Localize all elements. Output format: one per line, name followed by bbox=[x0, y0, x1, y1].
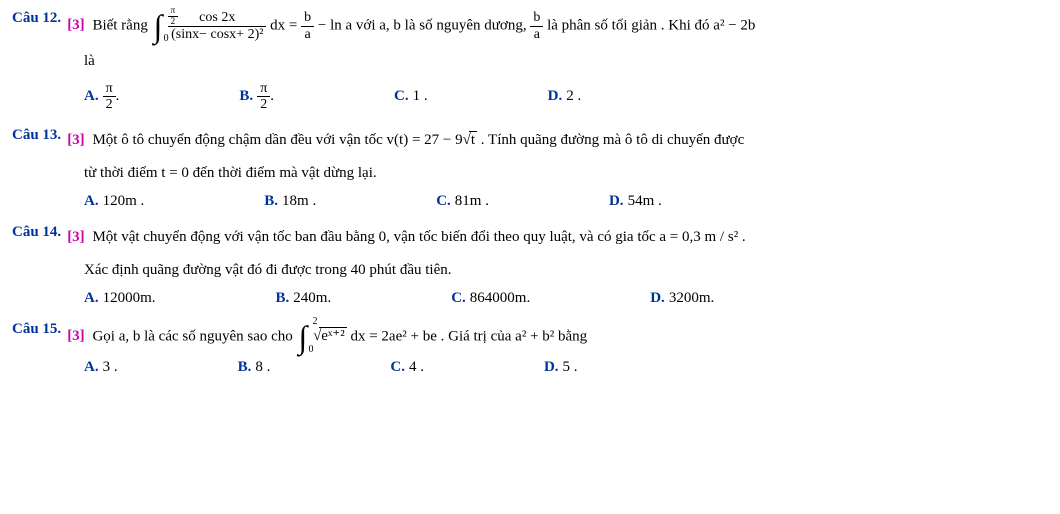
q12-level: [3] bbox=[67, 17, 85, 33]
integral-icon: ∫ 2 0 bbox=[299, 321, 308, 353]
q12-pre: Biết rằng bbox=[92, 17, 151, 33]
q13-text-b: . Tính quãng đường mà ô tô di chuyển đượ… bbox=[477, 132, 744, 148]
question-12: Câu 12. [3] Biết rằng ∫ π 2 0 cos 2x (si… bbox=[12, 10, 1048, 113]
q15-pre: Gọi a, b là các số nguyên sao cho bbox=[92, 328, 296, 344]
integral-icon: ∫ π 2 0 bbox=[154, 10, 163, 42]
q12-choice-b[interactable]: B. π 2 . bbox=[239, 81, 274, 113]
q12-label: Câu 12. bbox=[12, 10, 61, 27]
q14-choice-a[interactable]: A.12000m. bbox=[84, 290, 156, 307]
q13-choice-c[interactable]: C.81m . bbox=[436, 193, 489, 210]
q15-post1: dx = 2ae² + be . Giá trị của a² + b² bằn… bbox=[350, 328, 587, 344]
q14-choice-d[interactable]: D.3200m. bbox=[650, 290, 714, 307]
q12-int-lower: 0 bbox=[164, 34, 169, 44]
q13-choice-b[interactable]: B.18m . bbox=[264, 193, 316, 210]
q12-choice-d[interactable]: D. 2 . bbox=[548, 81, 582, 113]
q14-body: [3] Một vật chuyển động với vận tốc ban … bbox=[67, 224, 1048, 251]
q12-body: [3] Biết rằng ∫ π 2 0 cos 2x (sinx− cosx… bbox=[67, 10, 1048, 42]
q12-choice-c[interactable]: C. 1 . bbox=[394, 81, 428, 113]
q13-text-a: Một ô tô chuyển động chậm dần đều với vậ… bbox=[92, 132, 462, 148]
q13-header: Câu 13. [3] Một ô tô chuyển động chậm dầ… bbox=[12, 127, 1048, 154]
q13-choices: A.120m . B.18m . C.81m . D.54m . bbox=[84, 193, 1048, 210]
q15-label: Câu 15. bbox=[12, 321, 61, 338]
q12-dx: dx bbox=[270, 17, 285, 33]
q15-int-lower: 0 bbox=[309, 345, 314, 355]
q13-choice-a[interactable]: A.120m . bbox=[84, 193, 144, 210]
q12-header: Câu 12. [3] Biết rằng ∫ π 2 0 cos 2x (si… bbox=[12, 10, 1048, 42]
q15-body: [3] Gọi a, b là các số nguyên sao cho ∫ … bbox=[67, 321, 1048, 353]
q12-post: là phân số tối giản . Khi đó a² − 2b bbox=[547, 17, 755, 33]
q12-line2: là bbox=[84, 48, 1048, 75]
q15-choice-a[interactable]: A.3 . bbox=[84, 359, 118, 376]
q12-frac2: b a bbox=[301, 10, 314, 42]
question-15: Câu 15. [3] Gọi a, b là các số nguyên sa… bbox=[12, 321, 1048, 376]
q15-int-upper: 2 bbox=[313, 317, 318, 327]
question-13: Câu 13. [3] Một ô tô chuyển động chậm dầ… bbox=[12, 127, 1048, 210]
q15-level: [3] bbox=[67, 328, 85, 344]
q14-choice-b[interactable]: B.240m. bbox=[276, 290, 332, 307]
q15-choice-b[interactable]: B.8 . bbox=[238, 359, 271, 376]
q13-choice-d[interactable]: D.54m . bbox=[609, 193, 662, 210]
q12-choices: A. π 2 . B. π 2 . C. 1 . D. 2 . bbox=[84, 81, 1048, 113]
q14-choices: A.12000m. B.240m. C.864000m. D.3200m. bbox=[84, 290, 1048, 307]
q13-level: [3] bbox=[67, 132, 85, 148]
q12-choice-a[interactable]: A. π 2 . bbox=[84, 81, 119, 113]
q13-body: [3] Một ô tô chuyển động chậm dần đều vớ… bbox=[67, 127, 1048, 154]
q15-choice-d[interactable]: D.5 . bbox=[544, 359, 578, 376]
q14-level: [3] bbox=[67, 229, 85, 245]
q14-choice-c[interactable]: C.864000m. bbox=[451, 290, 530, 307]
q14-header: Câu 14. [3] Một vật chuyển động với vận … bbox=[12, 224, 1048, 251]
q13-label: Câu 13. bbox=[12, 127, 61, 144]
q14-label: Câu 14. bbox=[12, 224, 61, 241]
q15-header: Câu 15. [3] Gọi a, b là các số nguyên sa… bbox=[12, 321, 1048, 353]
q12-frac3: b a bbox=[530, 10, 543, 42]
q14-line2: Xác định quãng đường vật đó đi được tron… bbox=[84, 257, 1048, 284]
q12-frac1: cos 2x (sinx− cosx+ 2)² bbox=[168, 10, 266, 42]
q15-choice-c[interactable]: C.4 . bbox=[390, 359, 424, 376]
q15-choices: A.3 . B.8 . C.4 . D.5 . bbox=[84, 359, 1048, 376]
q12-int-upper: π 2 bbox=[168, 6, 179, 27]
q13-line2: từ thời điểm t = 0 đến thời điểm mà vật … bbox=[84, 160, 1048, 187]
question-14: Câu 14. [3] Một vật chuyển động với vận … bbox=[12, 224, 1048, 307]
q12-mid: − ln a với a, b là số nguyên dương, bbox=[318, 17, 530, 33]
q14-line1: Một vật chuyển động với vận tốc ban đầu … bbox=[92, 229, 745, 245]
